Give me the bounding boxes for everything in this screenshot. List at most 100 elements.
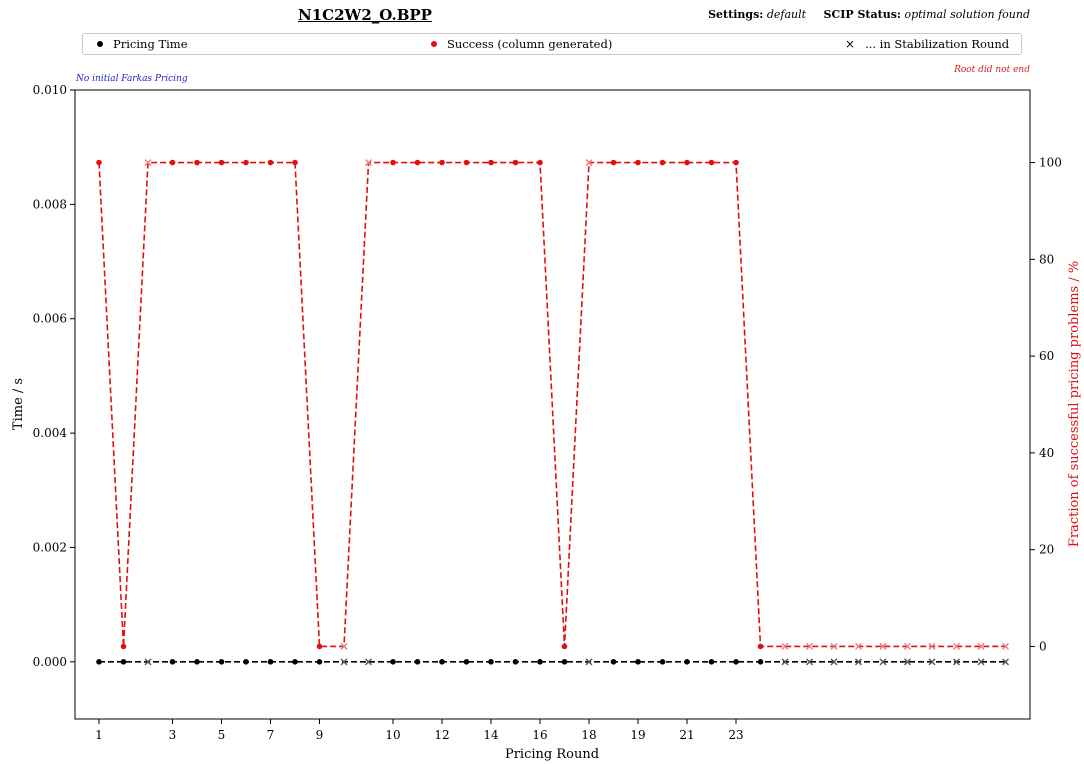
point-success-11 bbox=[365, 159, 372, 167]
point-time-18 bbox=[537, 659, 543, 665]
legend-label-success: Success (column generated) bbox=[447, 37, 613, 51]
point-success-2-b bbox=[144, 159, 152, 167]
point-time-10-b bbox=[340, 658, 348, 666]
point-success-4 bbox=[194, 159, 200, 166]
series-layer bbox=[96, 159, 1009, 666]
red-dot-icon bbox=[431, 41, 437, 47]
x-tick-label-6: 12 bbox=[434, 728, 449, 742]
point-time-7 bbox=[267, 659, 274, 665]
point-time-22 bbox=[635, 659, 641, 665]
y-right-tick-label-1: 20 bbox=[1039, 543, 1054, 557]
status-label: SCIP Status: bbox=[823, 8, 901, 21]
y-right-tick-label-2: 40 bbox=[1039, 446, 1054, 460]
point-time-37-b bbox=[1002, 658, 1009, 666]
point-success-24 bbox=[684, 159, 690, 166]
x-tick-label-4: 9 bbox=[316, 728, 324, 742]
point-success-8 bbox=[292, 159, 298, 166]
x-tick-label-10: 19 bbox=[630, 728, 645, 742]
y-right-tick-label-4: 80 bbox=[1039, 252, 1054, 266]
point-time-11 bbox=[365, 658, 372, 666]
x-tick-label-1: 3 bbox=[169, 728, 177, 742]
point-success-26 bbox=[733, 159, 739, 166]
point-time-2-b bbox=[144, 658, 152, 666]
point-time-28 bbox=[781, 658, 789, 666]
point-time-36 bbox=[977, 658, 985, 666]
x-tick-label-5: 10 bbox=[385, 728, 400, 742]
status-value: optimal solution found bbox=[904, 8, 1030, 21]
x-tick-label-9: 18 bbox=[581, 728, 596, 742]
point-time-36-b bbox=[977, 658, 985, 666]
point-time-26 bbox=[733, 659, 739, 665]
y-right-tick-label-3: 60 bbox=[1039, 349, 1054, 363]
point-success-36 bbox=[977, 642, 985, 650]
point-time-15 bbox=[463, 659, 470, 665]
point-time-19 bbox=[561, 659, 568, 665]
x-tick-label-8: 16 bbox=[532, 728, 547, 742]
chart-title: N1C2W2_O.BPP bbox=[298, 6, 432, 24]
point-time-28-b bbox=[781, 658, 789, 666]
point-time-8 bbox=[292, 659, 298, 665]
point-time-34 bbox=[928, 658, 936, 666]
point-success-13 bbox=[414, 159, 421, 166]
point-success-34 bbox=[928, 642, 936, 650]
point-time-1 bbox=[120, 659, 127, 665]
point-success-27 bbox=[757, 643, 764, 650]
point-time-11-b bbox=[365, 658, 372, 666]
point-time-0 bbox=[96, 659, 102, 665]
point-time-2 bbox=[144, 658, 152, 666]
point-success-16 bbox=[488, 159, 494, 166]
point-success-35 bbox=[953, 642, 960, 650]
point-time-29-b bbox=[806, 658, 813, 666]
point-time-12 bbox=[390, 659, 396, 665]
point-time-32 bbox=[879, 658, 887, 666]
point-time-35-b bbox=[953, 658, 960, 666]
settings-label: Settings: bbox=[708, 8, 764, 21]
point-time-24 bbox=[684, 659, 690, 665]
settings-status: Settings: default SCIP Status: optimal s… bbox=[708, 8, 1030, 21]
legend-item-pricing-time: Pricing Time bbox=[97, 37, 188, 51]
legend-item-success: Success (column generated) bbox=[431, 37, 612, 51]
point-success-37-b bbox=[1002, 642, 1009, 650]
point-time-20-b bbox=[585, 658, 593, 666]
black-dot-icon bbox=[97, 41, 103, 47]
point-success-29 bbox=[806, 642, 813, 650]
y-tick-label-3: 0.006 bbox=[33, 312, 67, 326]
point-time-33-b bbox=[904, 658, 911, 666]
point-time-23 bbox=[659, 659, 666, 665]
y-axis-label: Time / s bbox=[11, 378, 26, 430]
point-time-14 bbox=[439, 659, 445, 665]
point-success-31-b bbox=[855, 642, 862, 650]
point-success-20-b bbox=[585, 159, 593, 167]
x-axis: 1 3 5 7 9 10 12 14 16 18 19 21 23 bbox=[95, 719, 744, 742]
point-success-17 bbox=[512, 159, 519, 166]
point-success-10 bbox=[340, 642, 348, 650]
point-success-21 bbox=[610, 159, 617, 166]
legend-item-stabilization: × ... in Stabilization Round bbox=[845, 37, 1009, 51]
point-time-4 bbox=[194, 659, 200, 665]
point-success-18 bbox=[537, 159, 543, 166]
y-tick-label-4: 0.008 bbox=[33, 197, 67, 211]
point-success-22 bbox=[635, 159, 641, 166]
point-time-30 bbox=[830, 658, 838, 666]
point-time-17 bbox=[512, 659, 519, 665]
y-tick-label-1: 0.002 bbox=[33, 540, 67, 554]
point-time-31 bbox=[855, 658, 862, 666]
point-time-21 bbox=[610, 659, 617, 665]
legend-label-stabilization: ... in Stabilization Round bbox=[865, 37, 1010, 51]
point-time-20 bbox=[585, 658, 593, 666]
x-tick-label-0: 1 bbox=[95, 728, 103, 742]
legend: Pricing Time Success (column generated) … bbox=[82, 33, 1022, 55]
point-time-25 bbox=[708, 659, 715, 665]
y-right-tick-label-0: 0 bbox=[1039, 639, 1047, 653]
point-success-30-b bbox=[830, 642, 838, 650]
point-time-27 bbox=[757, 659, 764, 665]
x-tick-label-7: 14 bbox=[483, 728, 499, 742]
point-success-9 bbox=[316, 643, 323, 650]
point-success-15 bbox=[463, 159, 470, 166]
y-right-tick-label-5: 100 bbox=[1039, 156, 1062, 170]
x-tick-label-2: 5 bbox=[218, 728, 226, 742]
point-time-10 bbox=[340, 658, 348, 666]
point-success-33-b bbox=[904, 642, 911, 650]
point-success-3 bbox=[169, 159, 176, 166]
